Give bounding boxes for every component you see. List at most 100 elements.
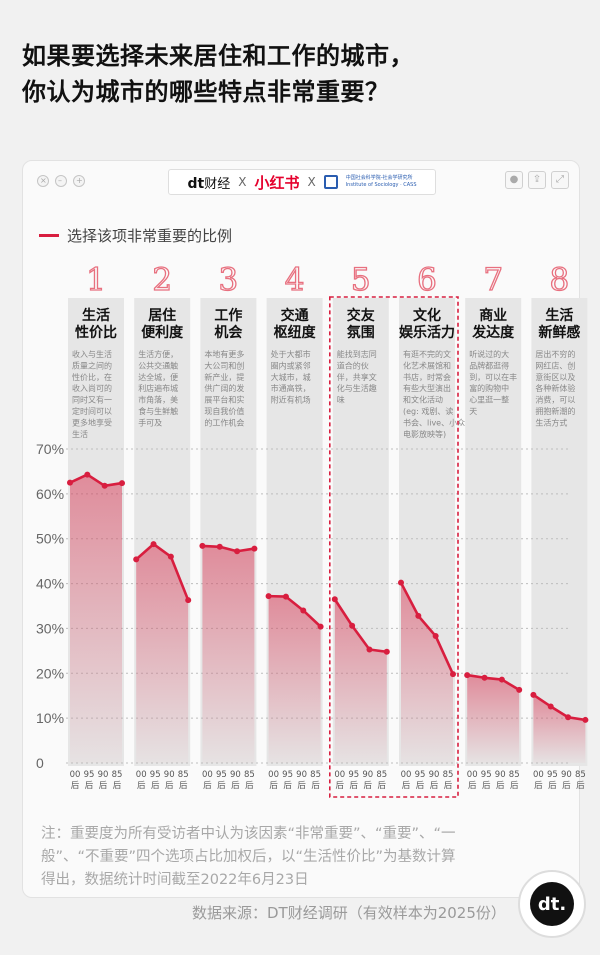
record-button-icon[interactable]: ● — [505, 171, 523, 189]
data-point — [216, 543, 223, 550]
x-tick-label: 后 — [137, 780, 146, 791]
data-point — [582, 716, 589, 723]
data-point — [251, 545, 258, 552]
group-description: 附近有机场 — [271, 395, 311, 405]
series-line — [268, 594, 322, 628]
group-description: 化与生活趣 — [337, 383, 377, 393]
group-description: 听说过的大 — [469, 349, 509, 359]
x-tick-label: 后 — [548, 780, 557, 791]
share-button-icon[interactable]: ⇪ — [528, 171, 546, 189]
group-description: 和文化活动 — [403, 395, 443, 405]
x-tick-label: 后 — [311, 780, 320, 791]
data-point — [101, 482, 108, 489]
highlight-box — [328, 296, 459, 798]
data-point — [300, 607, 307, 614]
x-tick-label: 95 — [84, 770, 95, 780]
group-title: 发达度 — [471, 324, 515, 341]
x-tick-label: 后 — [430, 780, 439, 791]
x-tick-label: 85 — [244, 770, 255, 780]
group-description: 天 — [469, 407, 477, 416]
series-line — [202, 544, 255, 553]
group-description: 公共交通触 — [138, 360, 178, 370]
data-point — [398, 579, 404, 586]
group-description: 食与生鲜触 — [138, 406, 178, 416]
data-point — [234, 548, 241, 555]
x-tick-label: 85 — [443, 770, 454, 780]
x-tick-label: 后 — [203, 780, 212, 791]
group-description: 各种新体验 — [535, 383, 575, 393]
x-tick-label: 85 — [509, 770, 520, 780]
data-point — [516, 686, 523, 693]
x-tick-label: 95 — [415, 770, 426, 780]
chart-legend: 选择该项非常重要的比例 — [39, 225, 232, 246]
group-description: 收入尚可的 — [72, 383, 112, 393]
x-tick-label: 00 — [533, 770, 544, 780]
data-point — [331, 596, 338, 603]
dt-floating-button[interactable]: dt. — [518, 870, 586, 938]
group-number: 5 — [351, 262, 371, 298]
group-title: 商业 — [479, 307, 507, 324]
group-title: 新鲜感 — [538, 324, 580, 341]
series-area — [467, 675, 520, 763]
close-dot-icon[interactable]: × — [37, 175, 49, 187]
x-tick-label: 85 — [178, 770, 189, 780]
group-number: 7 — [483, 262, 503, 298]
x-tick-label: 90 — [362, 770, 373, 780]
data-point — [133, 556, 140, 563]
series-area — [268, 596, 321, 763]
data-point — [565, 714, 572, 721]
group-description: 道合的伙 — [337, 360, 369, 370]
group-description: 有些大型演出 — [403, 383, 451, 393]
group-title: 便利度 — [141, 324, 184, 341]
x-tick-label: 85 — [376, 770, 387, 780]
group-number: 6 — [417, 262, 437, 298]
x-tick-label: 后 — [217, 780, 226, 791]
group-description: 味 — [337, 395, 345, 405]
data-point — [547, 703, 554, 710]
group-description: 处于大都市 — [271, 349, 311, 359]
maximize-dot-icon[interactable]: + — [73, 175, 85, 187]
group-title: 生活 — [82, 307, 110, 324]
data-point — [67, 479, 73, 486]
group-description: 书店，时常会 — [403, 372, 451, 382]
group-description: 能找到志同 — [337, 349, 377, 359]
brand-separator: X — [307, 175, 316, 189]
series-area — [533, 694, 586, 763]
group-description: 达全城，便 — [138, 372, 178, 382]
x-tick-label: 后 — [510, 780, 519, 791]
data-point — [199, 542, 206, 549]
x-tick-label: 95 — [348, 770, 359, 780]
x-tick-label: 后 — [151, 780, 160, 791]
series-line — [69, 473, 123, 488]
x-tick-label: 后 — [576, 780, 585, 791]
group-number: 8 — [550, 262, 570, 298]
x-tick-label: 后 — [402, 780, 411, 791]
data-point — [167, 553, 174, 560]
legend-line-icon — [39, 234, 59, 237]
xiaohongshu-logo: 小红书 — [254, 173, 300, 192]
group-description: 大公司和创 — [204, 360, 244, 370]
group-description: 品牌都逛得 — [469, 360, 509, 370]
group-description: 伴，共享文 — [337, 372, 377, 382]
group-description: 现自我价值 — [204, 406, 244, 416]
data-point — [415, 612, 422, 619]
minimize-dot-icon[interactable]: – — [55, 175, 67, 187]
group-number: 2 — [152, 262, 172, 298]
data-point — [383, 648, 390, 655]
x-tick-label: 90 — [296, 770, 307, 780]
expand-button-icon[interactable]: ⤢ — [551, 171, 569, 189]
y-tick-label: 60% — [36, 486, 64, 502]
x-tick-label: 95 — [150, 770, 161, 780]
group-description: 定时间可以 — [72, 406, 112, 416]
group-description: 新产业，提 — [204, 372, 244, 382]
window-titlebar: × – + dt财经 X 小红书 X 中国社会科学院-社会学研究所 Instit… — [23, 161, 579, 201]
series-line — [333, 598, 387, 654]
group-description: (eg: 戏剧、读 — [403, 406, 453, 416]
group-description: 性价比，在 — [72, 372, 112, 382]
group-title: 交友 — [347, 307, 375, 324]
series-area — [401, 582, 453, 763]
group-description: 化艺术展馆和 — [403, 360, 451, 370]
group-title: 枢纽度 — [274, 324, 317, 341]
group-description: 拥抱新潮的 — [535, 406, 575, 416]
y-tick-label: 50% — [36, 531, 64, 547]
